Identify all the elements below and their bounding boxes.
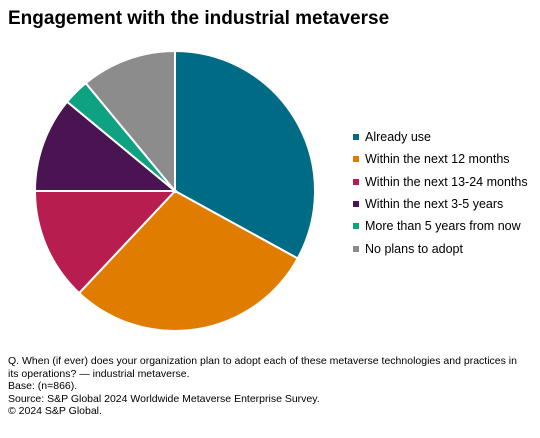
pie-slice-2 [33, 190, 178, 295]
survey-question: Q. When (if ever) does your organization… [8, 355, 517, 380]
chart-notes: Q. When (if ever) does your organization… [8, 355, 528, 418]
copyright-notice: © 2024 S&P Global. [8, 405, 102, 418]
pie-slice-5 [84, 49, 176, 194]
pie-slice-3 [33, 100, 178, 192]
legend-label: Already use [365, 130, 432, 145]
legend-swatch [353, 178, 359, 185]
legend-swatch [353, 156, 359, 163]
chart-legend: Already use Within the next 12 months Wi… [353, 126, 528, 260]
chart-title: Engagement with the industrial metaverse [8, 8, 390, 29]
legend-label: Within the next 3-5 years [365, 197, 504, 212]
survey-source: Source: S&P Global 2024 Worldwide Metave… [8, 392, 320, 405]
pie-slice-0 [174, 49, 316, 260]
survey-base: Base: (n=866). [8, 380, 78, 393]
legend-item-next-13-24-months: Within the next 13-24 months [353, 171, 528, 193]
legend-item-next-3-5-years: Within the next 3-5 years [353, 193, 528, 215]
legend-label: Within the next 12 months [365, 152, 510, 167]
legend-label: More than 5 years from now [365, 219, 521, 234]
legend-item-no-plans: No plans to adopt [353, 237, 528, 259]
legend-swatch [353, 134, 359, 141]
legend-label: No plans to adopt [365, 241, 463, 256]
legend-item-already-use: Already use [353, 126, 528, 148]
legend-label: Within the next 13-24 months [365, 174, 528, 189]
pie-slice-1 [77, 189, 300, 332]
legend-swatch [353, 201, 359, 208]
legend-swatch [353, 245, 359, 252]
legend-swatch [353, 223, 359, 230]
legend-item-next-12-months: Within the next 12 months [353, 148, 528, 170]
legend-item-more-than-5-years: More than 5 years from now [353, 215, 528, 237]
